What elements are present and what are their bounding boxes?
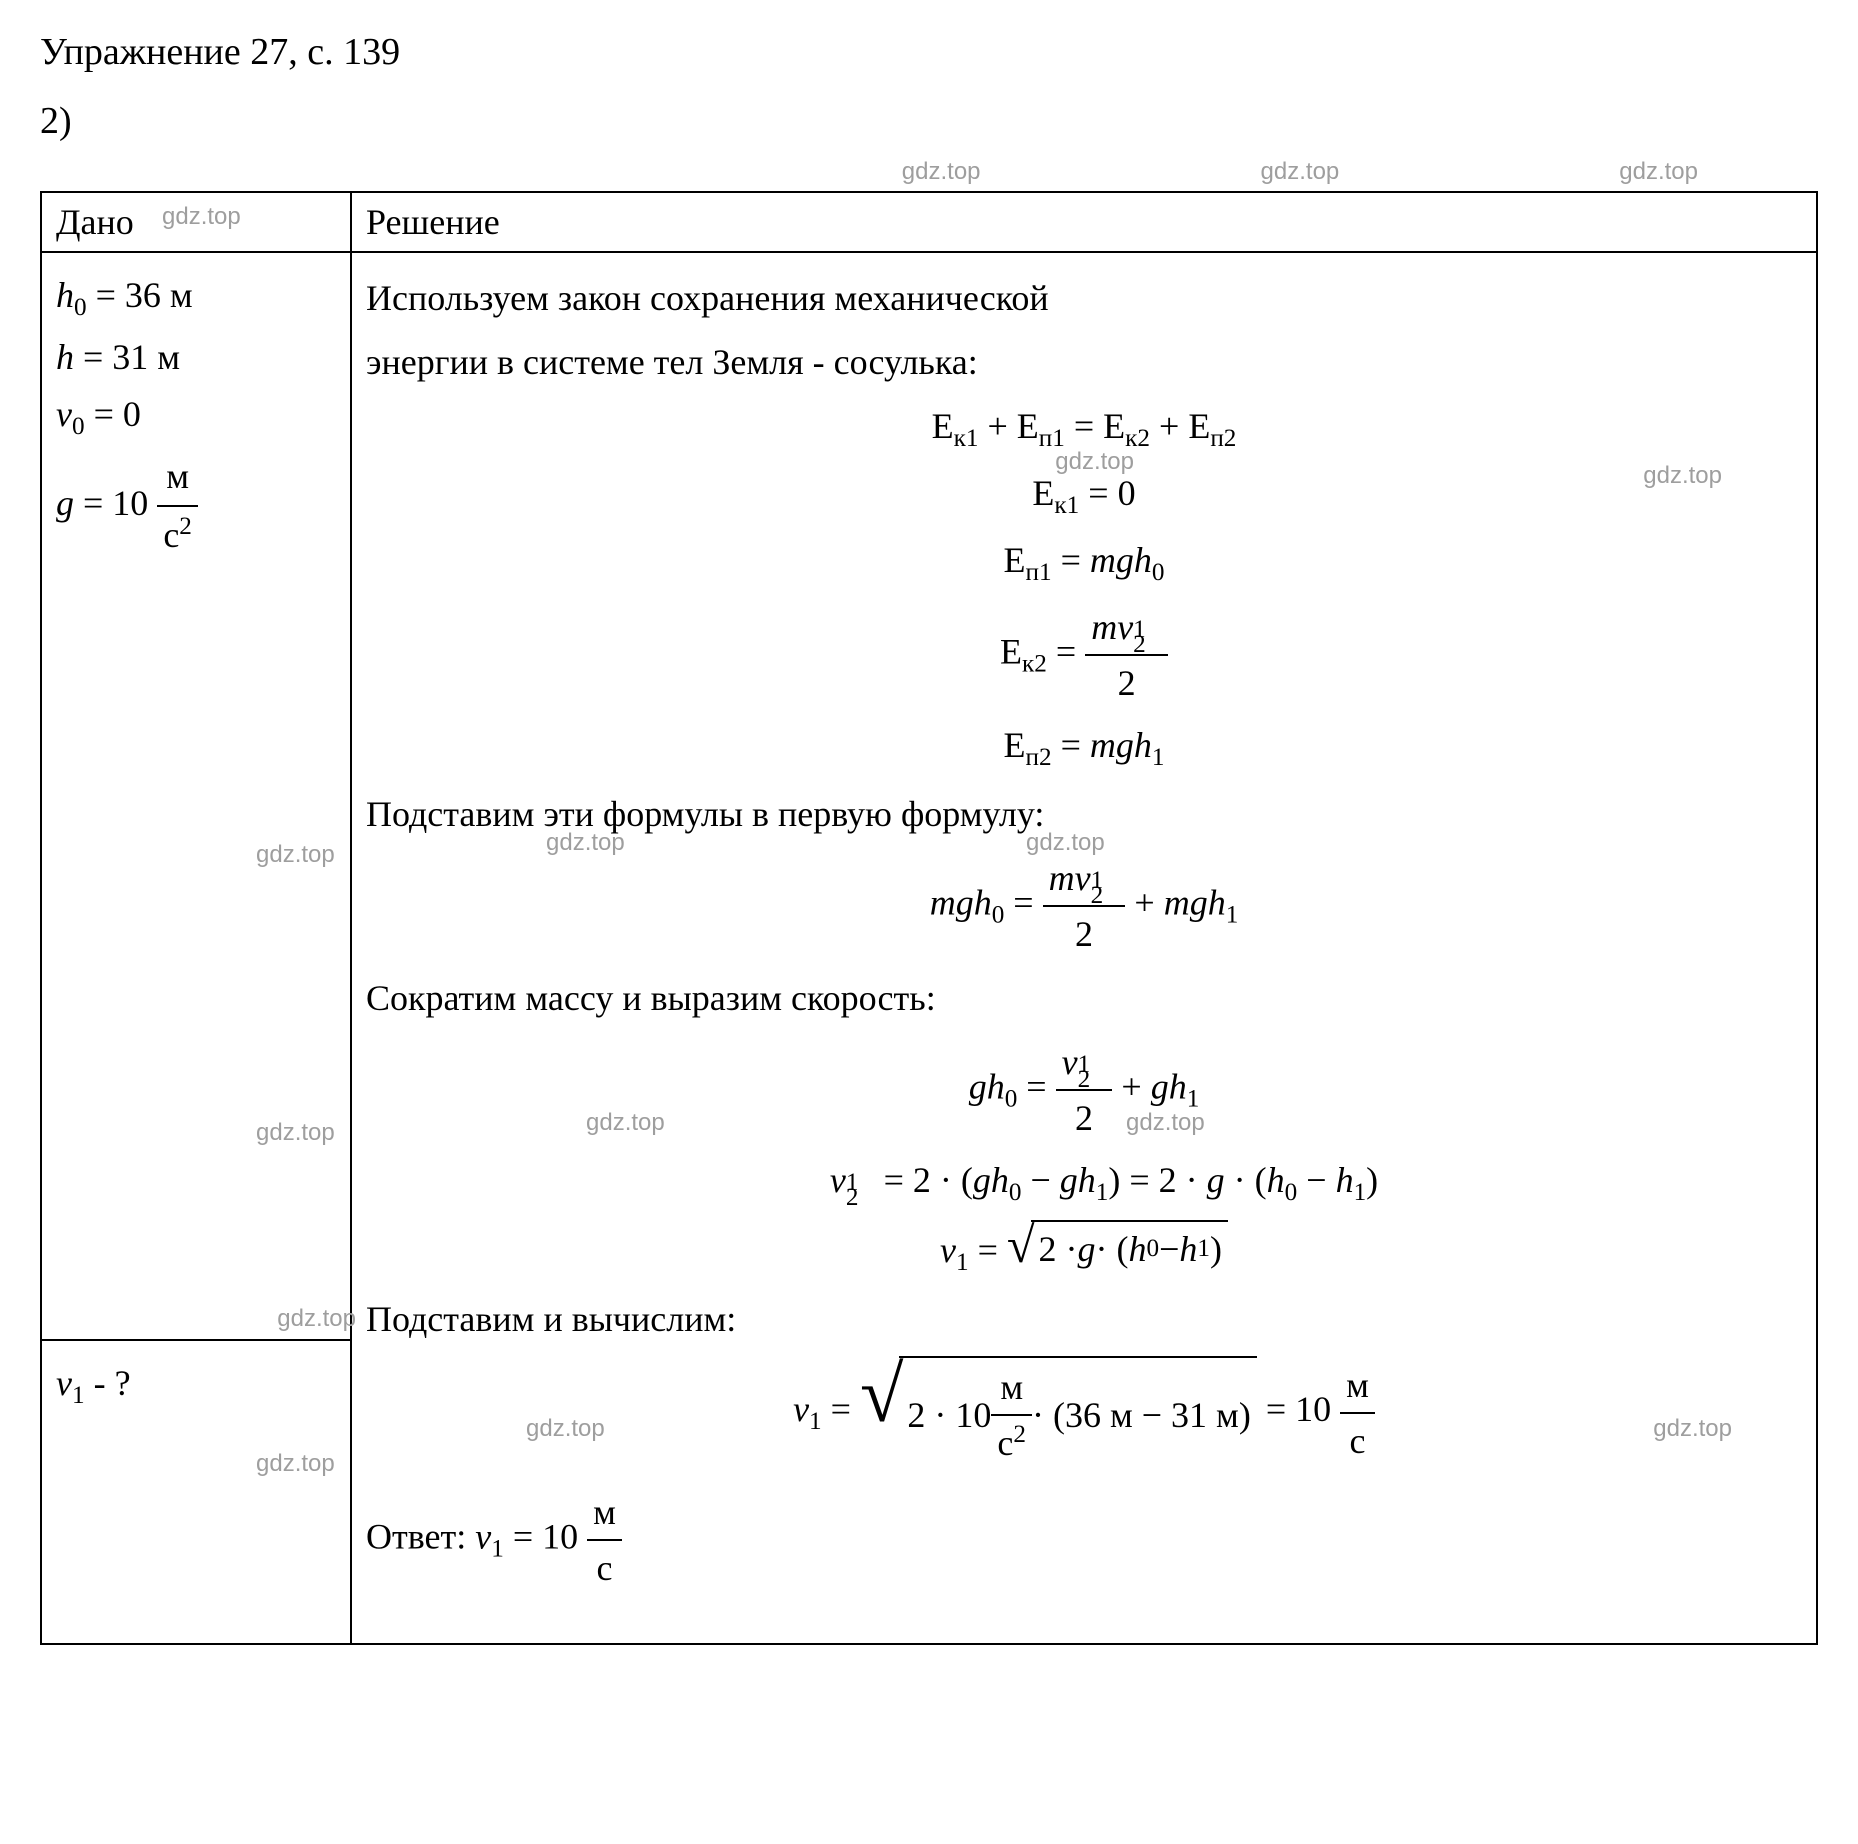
given-line: h = 31 м [56, 329, 336, 387]
formula: Еп1 = mgh0 [366, 533, 1802, 592]
formula: Ек1 + Еп1 = Ек2 + Еп2 [366, 399, 1802, 458]
solution-cell: Используем закон сохранения механической… [351, 252, 1817, 1644]
formula: Ек2 = mv12 2 [366, 600, 1802, 710]
formula: v1 = √ 2 · 10 м с2 · (36 м − 31 м) = 10 … [366, 1356, 1802, 1470]
watermark: gdz.top [902, 158, 981, 186]
find-cell: v1 - ? [41, 1340, 351, 1644]
formula: Еп2 = mgh1 [366, 718, 1802, 777]
given-header-cell: Дано gdz.top [41, 192, 351, 252]
watermark: gdz.top [1643, 458, 1722, 494]
watermark: gdz.top [1653, 1411, 1732, 1447]
given-values-cell: h0 = 36 м h = 31 м v0 = 0 g = 10 м с2 gd… [41, 252, 351, 1340]
watermark: gdz.top [1261, 158, 1340, 186]
solution-header: Решение [366, 202, 500, 242]
solution-header-cell: Решение [351, 192, 1817, 252]
answer-line: Ответ: v1 = 10 м с [366, 1485, 1802, 1595]
watermark: gdz.top [586, 1105, 665, 1141]
watermark: gdz.top [277, 1305, 356, 1333]
solution-text: Сократим массу и выразим скорость: [366, 971, 1802, 1025]
given-line: v0 = 0 [56, 386, 336, 448]
watermark: gdz.top [526, 1411, 605, 1447]
watermark: gdz.top [1619, 158, 1698, 186]
given-line: g = 10 м с2 [56, 448, 336, 565]
formula: Ек1 = 0 gdz.top gdz.top [366, 466, 1802, 525]
watermark-top-row: gdz.top gdz.top gdz.top [40, 158, 1818, 186]
solution-text: Подставим эти формулы в первую формулу: … [366, 787, 1802, 841]
given-header: Дано [56, 202, 134, 242]
watermark: gdz.top [162, 203, 241, 231]
solution-text: Используем закон сохранения механической [366, 271, 1802, 325]
formula: v12 = 2 · (gh0 − gh1) = 2 · g · (h0 − h1… [366, 1153, 1802, 1212]
formula: mgh0 = mv12 2 + mgh1 [366, 851, 1802, 961]
formula: v1 = √ 2 · g · (h0 − h1) [366, 1220, 1802, 1282]
formula: gh0 = v12 2 + gh1 gdz.top gdz.top gdz.to… [366, 1035, 1802, 1145]
exercise-title: Упражнение 27, с. 139 [40, 30, 1818, 74]
solution-table: Дано gdz.top Решение h0 = 36 м h = 31 м … [40, 191, 1818, 1645]
given-line: h0 = 36 м [56, 267, 336, 329]
solution-text: Подставим и вычислим: [366, 1292, 1802, 1346]
exercise-number: 2) [40, 99, 1818, 143]
solution-text: энергии в системе тел Земля - сосулька: [366, 335, 1802, 389]
